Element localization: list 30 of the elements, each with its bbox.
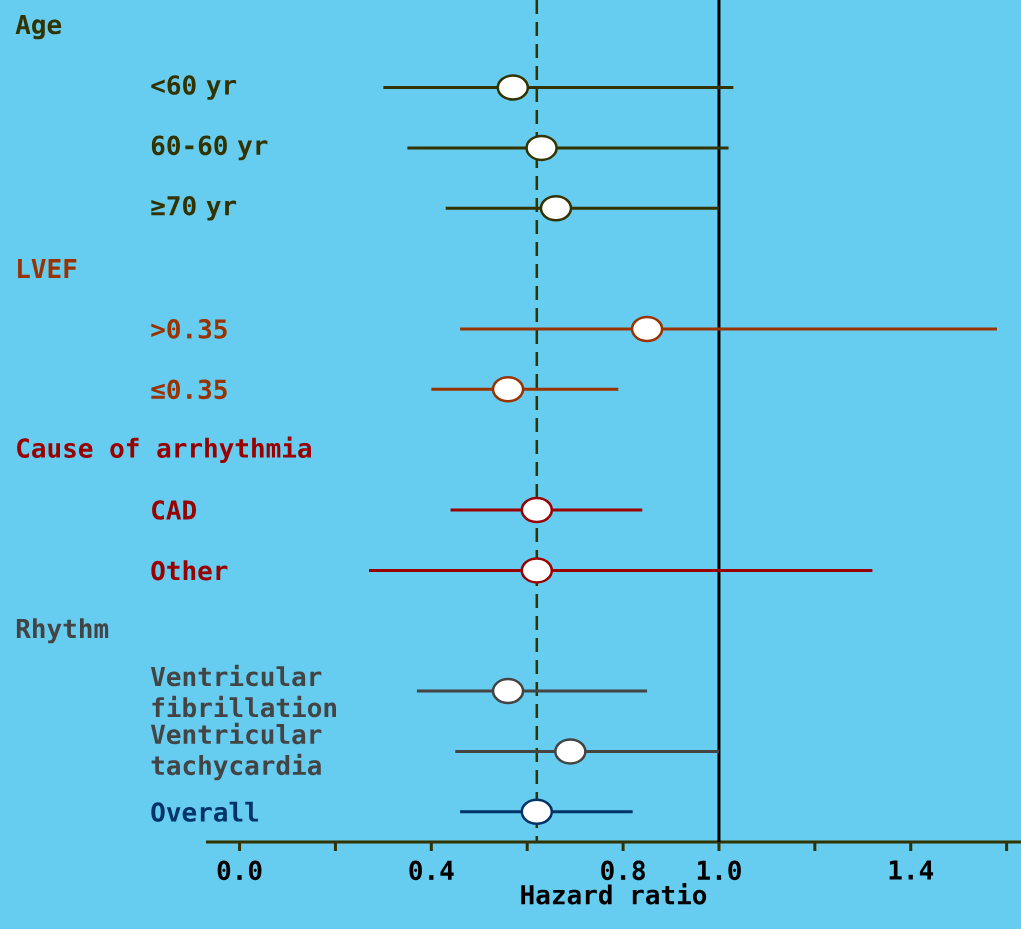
y-tick-label: Overall (151, 801, 259, 822)
y-tick-label: 60-60 yr (151, 135, 268, 161)
y-tick-label: Ventricular fibrillation (150, 664, 336, 718)
x-tick-label: 0.8 (601, 860, 645, 881)
point (554, 738, 587, 765)
point (539, 194, 573, 222)
x-tick-label: 1.4 (889, 860, 934, 880)
x-tick-label: 1.0 (697, 860, 741, 881)
point (520, 496, 554, 524)
y-tick-label: <60 yr (151, 75, 237, 100)
point (520, 798, 554, 826)
point (491, 677, 525, 705)
text: LVEF (18, 259, 77, 279)
text: Rhythm (16, 618, 109, 644)
x-tick-label: 0.4 (409, 860, 454, 881)
y-tick-label: ≥70 yr (151, 195, 237, 221)
point (496, 74, 530, 101)
x-axis-title: Hazard ratio (521, 883, 707, 905)
point (630, 315, 664, 343)
text: Age (15, 14, 62, 40)
point (491, 376, 525, 403)
y-tick-label: >0.35 (151, 319, 227, 339)
y-tick-label: Other (151, 560, 228, 581)
annotation: Cause of arrhythmia (17, 436, 311, 463)
y-tick-label: ≤0.35 (151, 379, 227, 400)
point (520, 557, 554, 584)
x-tick-label: 0.0 (217, 860, 262, 881)
y-tick-label: Ventricular tachycardia (150, 722, 322, 781)
point (525, 134, 558, 162)
y-tick-label: CAD (152, 500, 196, 520)
